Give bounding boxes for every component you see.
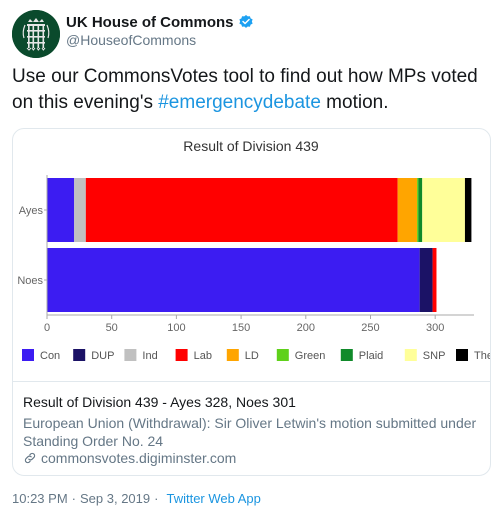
tweet-date[interactable]: Sep 3, 2019 — [80, 491, 151, 506]
chart-title: Result of Division 439 — [183, 138, 319, 154]
legend-label-plaid: Plaid — [359, 350, 383, 362]
card-description: European Union (Withdrawal): Sir Oliver … — [23, 415, 477, 449]
card-domain[interactable]: commonsvotes.digiminster.com — [23, 450, 236, 466]
card-meta[interactable]: Result of Division 439 - Ayes 328, Noes … — [13, 381, 490, 475]
legend-label-ind: Ind — [142, 350, 157, 362]
bar-ayes-con — [47, 178, 75, 242]
legend-swatch-ld — [226, 349, 239, 361]
x-tick-label: 150 — [232, 322, 250, 334]
tweet-text-before: Use our CommonsVotes tool to find out ho… — [12, 66, 478, 113]
avatar[interactable] — [12, 10, 60, 58]
bar-noes-con — [47, 248, 420, 312]
display-name[interactable]: UK House of Commons — [66, 13, 234, 31]
legend-swatch-ind — [124, 349, 137, 361]
y-tick-label: Noes — [17, 275, 43, 287]
bar-ayes-lab — [85, 178, 398, 242]
division-chart: Result of Division 439 Ayes Noes 0 50 100 150 2… — [17, 138, 490, 362]
tweet-text-after: motion. — [320, 92, 389, 113]
bar-ayes-ind — [74, 178, 86, 242]
tweet-footer: 10:23 PM · Sep 3, 2019 · Twitter Web App — [12, 491, 261, 506]
portcullis-icon — [12, 10, 60, 58]
legend-swatch-dup — [73, 349, 86, 361]
bar-ayes-the — [464, 178, 472, 242]
x-tick-label: 0 — [44, 322, 50, 334]
legend-swatch-con — [22, 349, 34, 361]
legend-label-con: Con — [40, 350, 60, 362]
source-app-link[interactable]: Twitter Web App — [166, 491, 261, 506]
legend-swatch-lab — [175, 349, 188, 361]
footer-separator: · — [154, 491, 159, 506]
bar-ayes-green — [417, 178, 419, 242]
legend-label-snp: SNP — [423, 350, 446, 362]
bar-ayes-snp — [422, 178, 465, 242]
tweet-time[interactable]: 10:23 PM — [12, 491, 68, 506]
link-card[interactable]: Result of Division 439 Ayes Noes 0 50 100 150 2… — [12, 128, 491, 476]
bar-noes-dup — [419, 248, 433, 312]
bar-ayes-ld — [397, 178, 418, 242]
card-domain-text[interactable]: commonsvotes.digiminster.com — [41, 450, 237, 466]
footer-separator: · — [71, 491, 76, 506]
legend-label-green: Green — [295, 350, 326, 362]
card-title[interactable]: Result of Division 439 - Ayes 328, Noes … — [23, 394, 296, 410]
legend-swatch-plaid — [340, 349, 353, 361]
x-tick-label: 300 — [426, 322, 444, 334]
legend-swatch-the — [456, 349, 468, 361]
y-tick-label: Ayes — [19, 205, 44, 217]
link-icon — [24, 452, 36, 464]
legend-swatch-snp — [404, 349, 417, 361]
handle[interactable]: @HouseofCommons — [66, 32, 197, 48]
legend-label-ld: LD — [245, 350, 259, 362]
legend-label-the: The — [474, 350, 490, 362]
legend-swatch-green — [276, 349, 289, 361]
x-tick-label: 250 — [361, 322, 379, 334]
tweet-text: Use our CommonsVotes tool to find out ho… — [12, 64, 490, 116]
name-row[interactable]: UK House of Commons — [66, 12, 254, 32]
x-tick-label: 100 — [167, 322, 185, 334]
x-tick-label: 50 — [106, 322, 118, 334]
bar-ayes-plaid — [418, 178, 423, 242]
x-tick-label: 200 — [297, 322, 315, 334]
verified-badge-icon — [238, 15, 253, 28]
legend-label-dup: DUP — [91, 350, 114, 362]
hashtag-link[interactable]: #emergencydebate — [158, 92, 321, 113]
legend-label-lab: Lab — [194, 350, 212, 362]
bar-noes-lab — [432, 248, 437, 312]
